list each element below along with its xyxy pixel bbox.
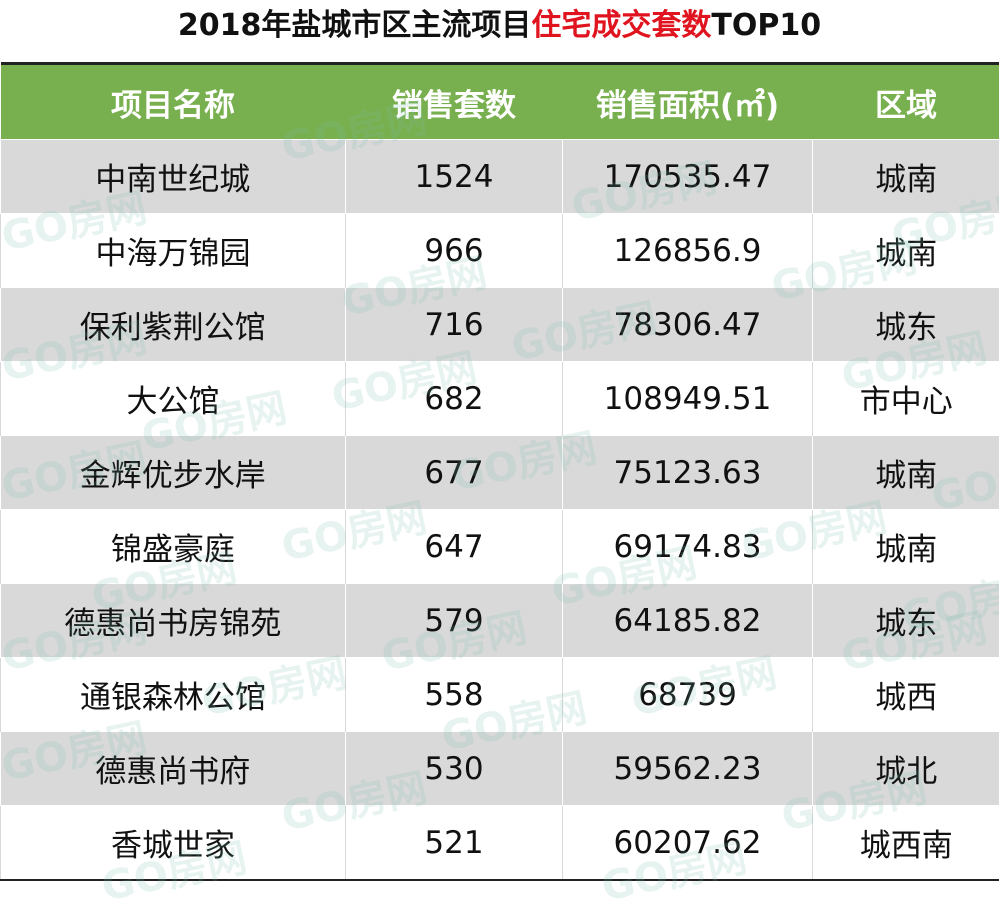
column-header: 销售面积(㎡) <box>563 64 813 140</box>
column-header: 区域 <box>813 64 999 140</box>
table-cell: 城南 <box>813 436 999 510</box>
column-header: 项目名称 <box>1 64 346 140</box>
table-cell: 城西 <box>813 658 999 732</box>
header-row: 项目名称销售套数销售面积(㎡)区域 <box>1 64 999 140</box>
table-cell: 锦盛豪庭 <box>1 510 346 584</box>
table-cell: 德惠尚书房锦苑 <box>1 584 346 658</box>
table-cell: 68739 <box>563 658 813 732</box>
table-cell: 城东 <box>813 288 999 362</box>
table-cell: 香城世家 <box>1 806 346 881</box>
table-cell: 966 <box>346 214 563 288</box>
title: 2018年盐城市区主流项目住宅成交套数TOP10 <box>0 0 999 58</box>
table-cell: 558 <box>346 658 563 732</box>
table-cell: 78306.47 <box>563 288 813 362</box>
table-cell: 城西南 <box>813 806 999 881</box>
table-cell: 金辉优步水岸 <box>1 436 346 510</box>
column-header: 销售套数 <box>346 64 563 140</box>
table-cell: 城东 <box>813 584 999 658</box>
table-cell: 城南 <box>813 214 999 288</box>
table-cell: 1524 <box>346 140 563 214</box>
table-cell: 城南 <box>813 510 999 584</box>
table-cell: 108949.51 <box>563 362 813 436</box>
title-highlight: 住宅成交套数 <box>531 8 711 43</box>
table-cell: 市中心 <box>813 362 999 436</box>
table-cell: 530 <box>346 732 563 806</box>
table-cell: 716 <box>346 288 563 362</box>
table-cell: 682 <box>346 362 563 436</box>
table-cell: 城南 <box>813 140 999 214</box>
table-cell: 城北 <box>813 732 999 806</box>
table-cell: 59562.23 <box>563 732 813 806</box>
page: 2018年盐城市区主流项目住宅成交套数TOP10 项目名称销售套数销售面积(㎡)… <box>0 0 999 882</box>
table-cell: 德惠尚书府 <box>1 732 346 806</box>
table-cell: 保利紫荆公馆 <box>1 288 346 362</box>
table-cell: 521 <box>346 806 563 881</box>
table-cell: 通银森林公馆 <box>1 658 346 732</box>
table-cell: 126856.9 <box>563 214 813 288</box>
table-cell: 64185.82 <box>563 584 813 658</box>
title-part: TOP10 <box>711 8 821 43</box>
table-cell: 69174.83 <box>563 510 813 584</box>
table-cell: 170535.47 <box>563 140 813 214</box>
table-cell: 579 <box>346 584 563 658</box>
table-cell: 60207.62 <box>563 806 813 881</box>
table-cell: 中海万锦园 <box>1 214 346 288</box>
table-cell: 677 <box>346 436 563 510</box>
table-cell: 647 <box>346 510 563 584</box>
table-cell: 中南世纪城 <box>1 140 346 214</box>
title-part: 2018年盐城市区主流项目 <box>178 8 532 43</box>
table-cell: 大公馆 <box>1 362 346 436</box>
table-cell: 75123.63 <box>563 436 813 510</box>
